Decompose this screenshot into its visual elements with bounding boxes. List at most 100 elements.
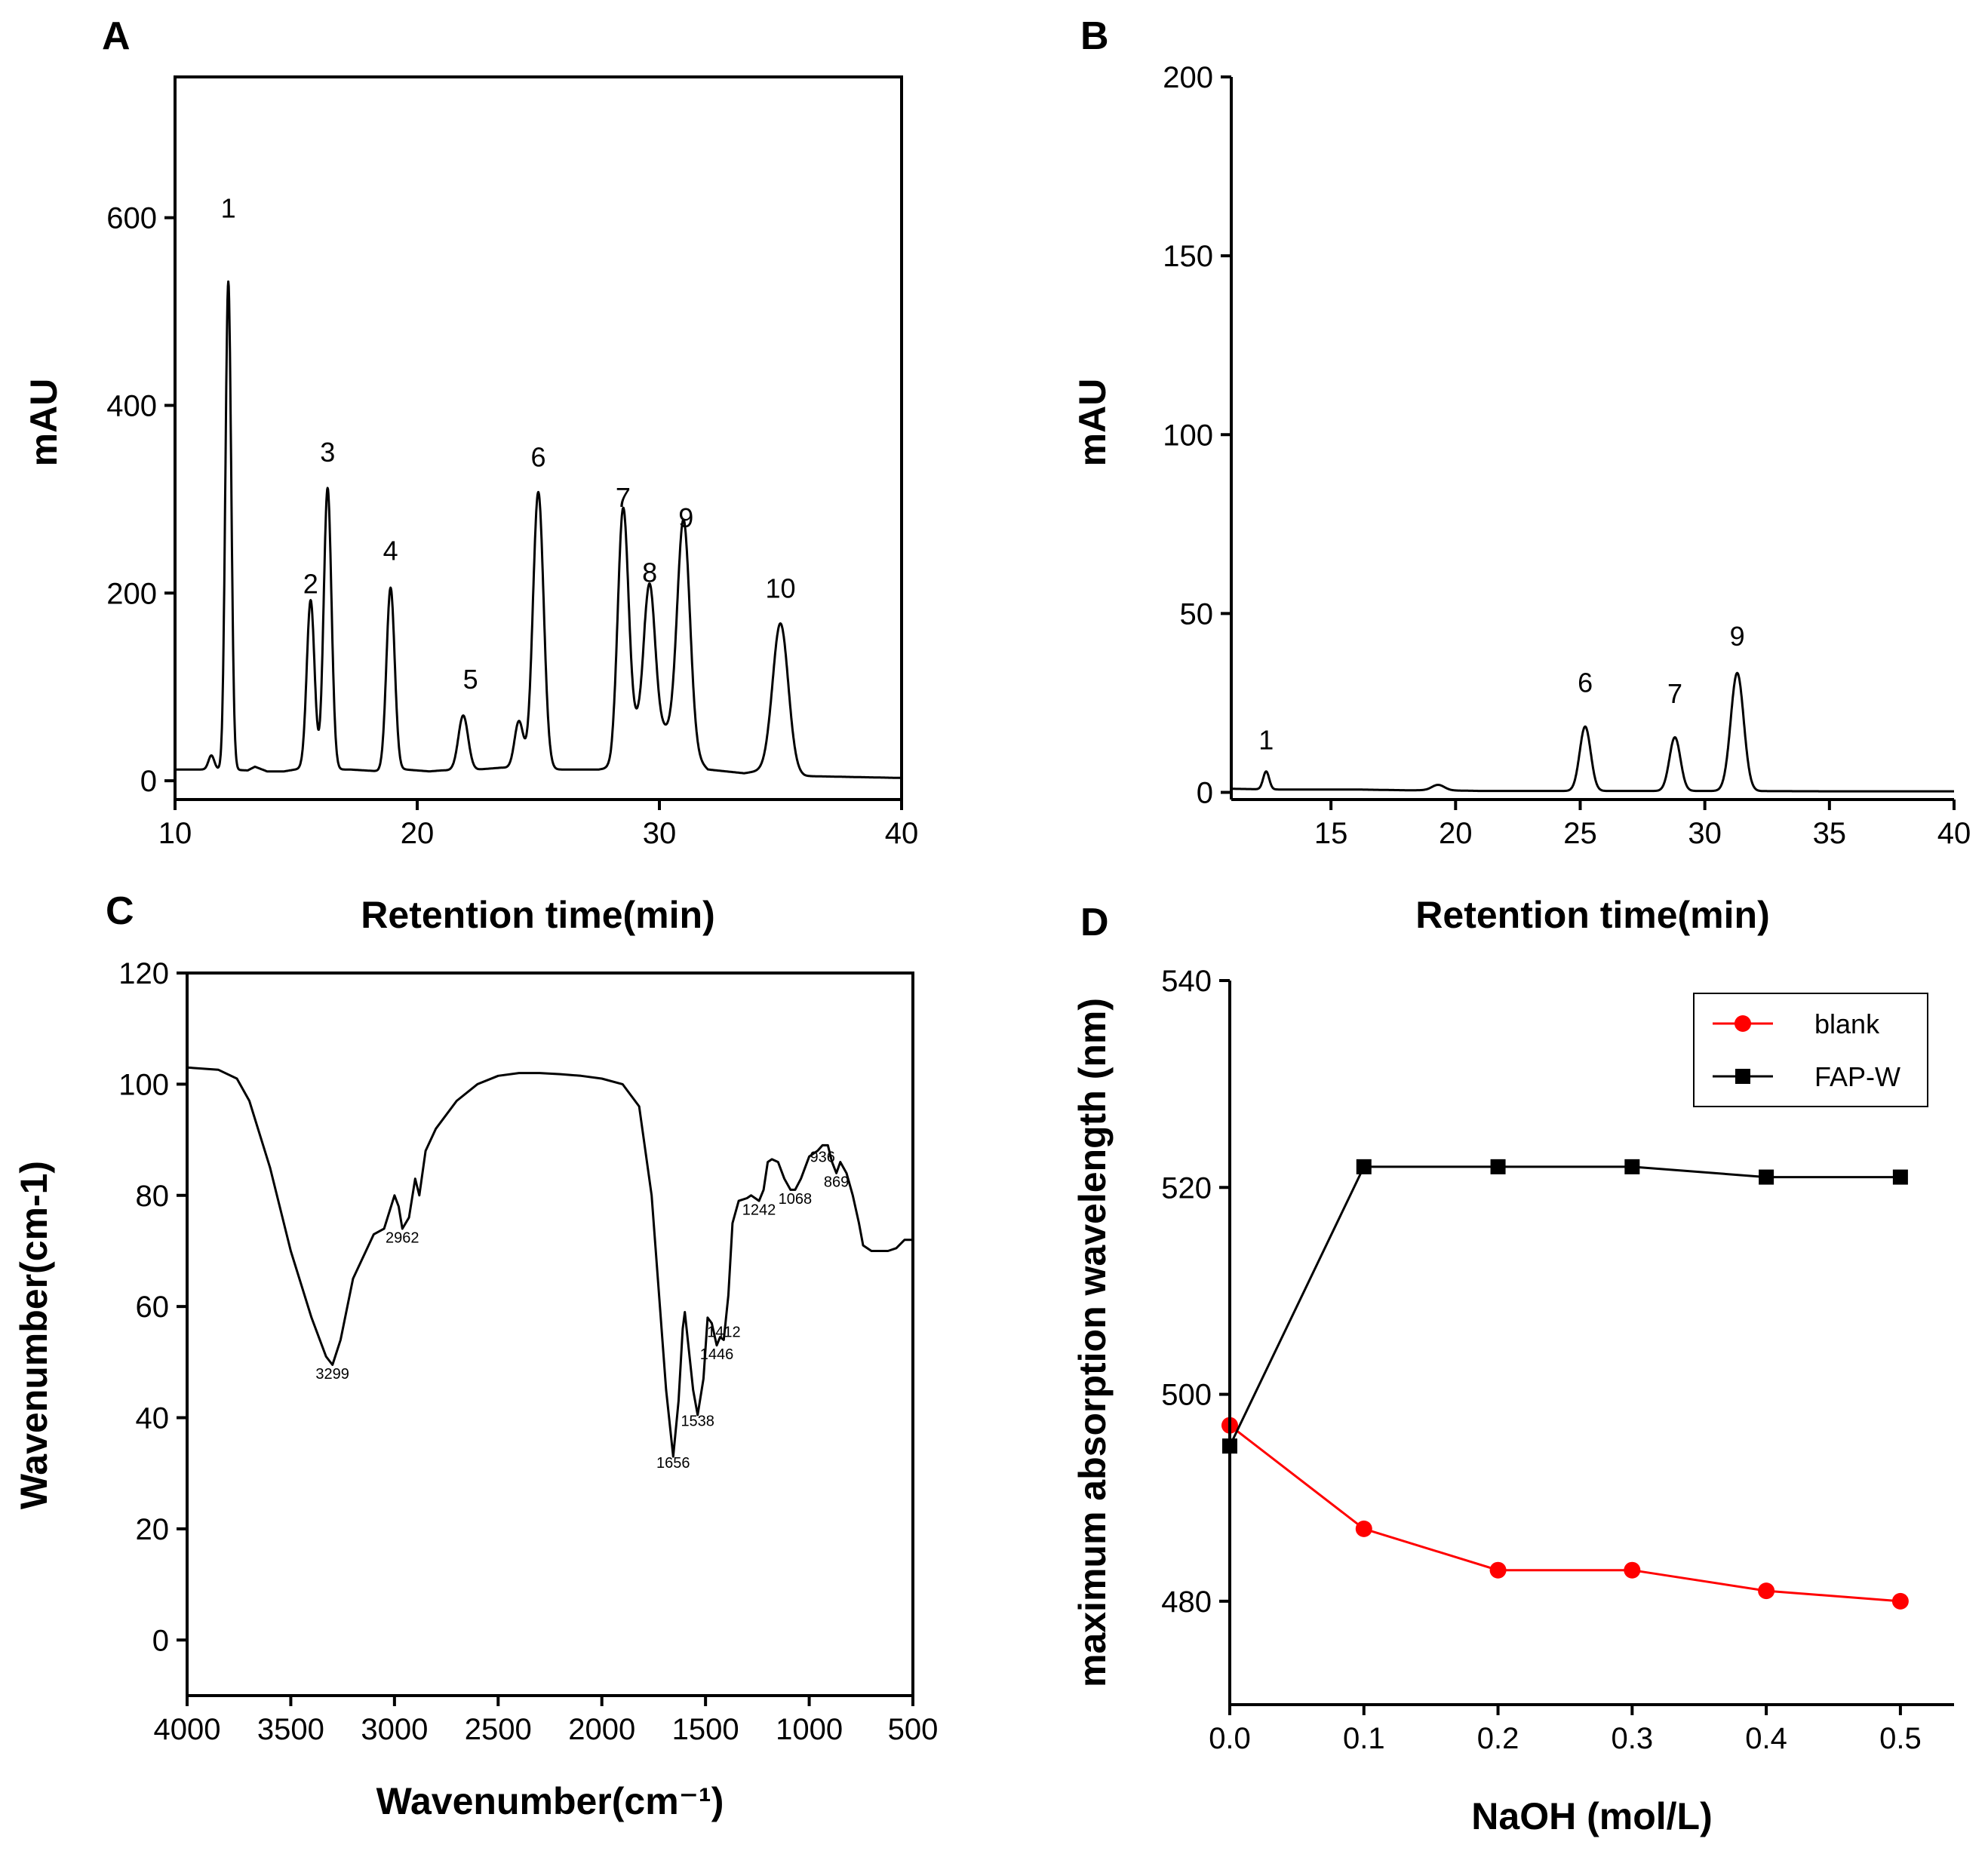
panel-a-peak-label: 3: [320, 437, 335, 468]
panel-d-x-tick-label: 0.3: [1612, 1722, 1654, 1755]
panel-d-blank-point: [1355, 1520, 1372, 1537]
panel-c-y-axis-title: Wavenumber(cm-1): [13, 1161, 55, 1509]
panel-d-fap-w-point: [1356, 1159, 1372, 1174]
panel-c-y-tick-label: 60: [136, 1291, 170, 1324]
panel-d-fap-w-line: [1228, 1165, 1900, 1447]
panel-a-y-tick-label: 200: [106, 577, 157, 610]
panel-b-peak-label: 6: [1578, 668, 1593, 698]
panel-b: B Retention time(min) mAU 1 6 7 9 15 20 25 30 35 40 0…: [1071, 14, 1971, 936]
panel-d-blank-point: [1891, 1592, 1909, 1610]
panel-d-fap-w-point: [1892, 1169, 1908, 1185]
panel-a-trace: [174, 280, 902, 779]
panel-a-x-tick-label: 40: [885, 817, 919, 850]
panel-d-blank-point: [1624, 1561, 1641, 1579]
panel-a-y-tick-label: 0: [140, 765, 157, 798]
panel-a-peak-label: 5: [463, 664, 478, 695]
panel-d-y-tick-label: 500: [1161, 1379, 1212, 1412]
panel-c-x-tick-label: 500: [888, 1713, 939, 1746]
panel-b-x-tick-label: 25: [1563, 817, 1597, 850]
panel-a-y-tick-label: 400: [106, 389, 157, 422]
panel-c-y-tick-label: 120: [118, 957, 169, 990]
panel-d-y-tick-label: 480: [1161, 1585, 1212, 1619]
panel-b-y-tick-label: 150: [1163, 240, 1213, 273]
panel-d-legend-fap-w-label: FAP-W: [1814, 1061, 1900, 1092]
panel-d: D NaOH (mol/L) maximum absorption waveleng…: [1071, 901, 1954, 1837]
panel-b-y-tick-label: 200: [1163, 61, 1213, 94]
panel-b-y-axis-title: mAU: [1071, 379, 1114, 467]
panel-c-band-label: 1412: [707, 1325, 741, 1341]
panel-c: C Wavenumber(cm⁻¹) Wavenumber(cm-1) 3299 296…: [13, 889, 938, 1822]
panel-a: A Retention time(min) mAU 1 2 3 4 5 6 7 89 10 10 20 30…: [23, 14, 918, 936]
panel-c-y-tick-label: 0: [152, 1624, 169, 1657]
panel-c-x-tick-label: 3000: [361, 1713, 428, 1746]
panel-c-x-tick-label: 3500: [257, 1713, 324, 1746]
panel-d-x-tick-label: 0.1: [1343, 1722, 1385, 1755]
panel-c-y-tick-label: 100: [118, 1068, 169, 1101]
panel-d-x-tick-label: 0.2: [1477, 1722, 1519, 1755]
panel-c-x-tick-label: 1000: [776, 1713, 843, 1746]
panel-d-blank-line: [1229, 1424, 1901, 1603]
panel-a-x-tick-label: 20: [401, 817, 435, 850]
panel-d-blank-point: [1758, 1582, 1775, 1600]
panel-b-x-tick-label: 30: [1688, 817, 1722, 850]
panel-c-band-label: 1656: [656, 1455, 690, 1472]
panel-a-x-tick-label: 30: [643, 817, 677, 850]
panel-a-peak-label: 8: [642, 557, 657, 588]
panel-a-frame: [174, 75, 903, 801]
panel-d-legend-box: [1693, 993, 1928, 1107]
panel-b-peak-label: 9: [1730, 621, 1745, 652]
panel-c-y-tick-label: 80: [136, 1180, 170, 1213]
panel-d-y-tick-label: 540: [1161, 965, 1212, 998]
panel-d-fap-w-point: [1624, 1159, 1640, 1174]
panel-d-panel-letter: D: [1080, 901, 1109, 944]
panel-c-band-label: 1538: [681, 1414, 714, 1430]
panel-d-legend-blank-label: blank: [1814, 1008, 1880, 1039]
panel-a-peak-label: 7: [616, 482, 631, 513]
panel-c-band-label: 936: [810, 1150, 834, 1166]
panel-a-x-axis-title: Retention time(min): [361, 894, 714, 936]
panel-c-x-tick-label: 2000: [568, 1713, 635, 1746]
panel-d-fap-w-point: [1759, 1169, 1774, 1185]
panel-b-y-tick-label: 100: [1163, 419, 1213, 452]
panel-c-y-tick-label: 20: [136, 1513, 170, 1546]
panel-c-panel-letter: C: [106, 889, 134, 933]
panel-b-peak-label: 1: [1258, 725, 1274, 756]
panel-c-y-tick-label: 40: [136, 1402, 170, 1435]
panel-d-x-tick-label: 0.0: [1209, 1722, 1251, 1755]
panel-b-x-tick-label: 15: [1314, 817, 1348, 850]
panel-c-band-label: 3299: [315, 1366, 349, 1383]
panel-c-frame: [186, 972, 914, 1697]
panel-a-peak-label: 9: [678, 502, 693, 533]
panel-d-fap-w-point: [1490, 1159, 1506, 1174]
panel-c-x-tick-label: 1500: [672, 1713, 739, 1746]
panel-b-x-tick-label: 20: [1439, 817, 1473, 850]
panel-a-y-axis-title: mAU: [23, 379, 65, 467]
panel-b-x-axis-title: Retention time(min): [1415, 894, 1769, 936]
panel-b-x-tick-label: 40: [1937, 817, 1971, 850]
panel-a-y-tick-label: 600: [106, 202, 157, 235]
panel-d-legend-blank-marker: [1735, 1015, 1751, 1032]
panel-d-legend-fap-w-marker: [1735, 1069, 1750, 1084]
panel-d-blank-point: [1489, 1561, 1507, 1579]
panel-b-y-tick-label: 50: [1180, 597, 1214, 631]
panel-a-panel-letter: A: [102, 14, 131, 58]
panel-c-band-label: 1446: [700, 1346, 734, 1363]
panel-a-peak-label: 1: [221, 193, 236, 224]
panel-c-band-label: 1242: [742, 1202, 776, 1219]
panel-a-x-tick-label: 10: [158, 817, 192, 850]
panel-a-peak-label: 10: [765, 573, 795, 604]
panel-d-legend: blank FAP-W: [1693, 993, 1928, 1107]
panel-d-y-axis-title: maximum absorption wavelength (nm): [1071, 998, 1114, 1687]
panel-d-x-tick-label: 0.5: [1879, 1722, 1922, 1755]
panel-a-peak-label: 2: [303, 568, 318, 599]
panel-c-x-axis-title: Wavenumber(cm⁻¹): [376, 1780, 724, 1822]
panel-a-peak-label: 4: [383, 536, 398, 566]
panel-b-panel-letter: B: [1080, 14, 1109, 58]
panel-d-x-tick-label: 0.4: [1745, 1722, 1787, 1755]
panel-b-peak-label: 7: [1667, 678, 1682, 709]
panel-b-trace: [1231, 671, 1955, 793]
panel-d-x-axis-title: NaOH (mol/L): [1471, 1795, 1712, 1837]
panel-c-band-label: 869: [824, 1174, 849, 1191]
panel-b-x-tick-label: 35: [1813, 817, 1847, 850]
